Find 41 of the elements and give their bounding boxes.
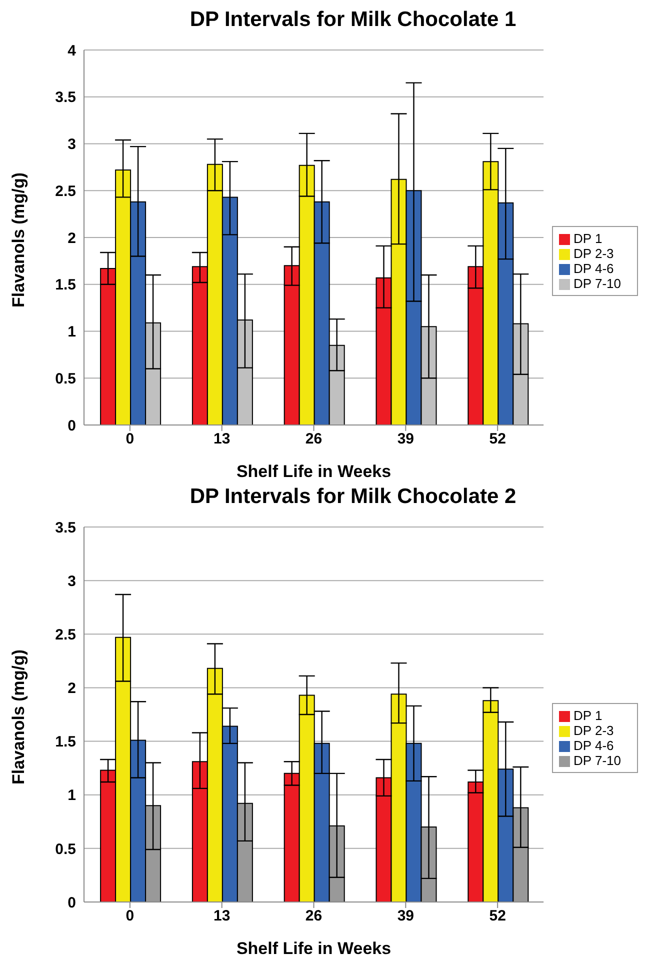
y-tick-label: 1.5 bbox=[55, 734, 76, 751]
x-tick-label: 26 bbox=[305, 908, 322, 925]
x-tick-label: 13 bbox=[214, 430, 230, 448]
legend-label: DP 4-6 bbox=[574, 738, 614, 752]
y-tick-label: 0.5 bbox=[55, 370, 76, 388]
legend-label: DP 2-3 bbox=[574, 246, 614, 260]
y-tick-label: 2.5 bbox=[55, 182, 76, 200]
y-tick-label: 1.5 bbox=[55, 276, 76, 294]
y-tick-label: 1 bbox=[68, 787, 76, 804]
y-axis-title: Flavanols (mg/g) bbox=[9, 172, 28, 308]
y-tick-label: 3 bbox=[68, 136, 76, 154]
y-tick-label: 2.5 bbox=[55, 626, 76, 644]
chart-title: DP Intervals for Milk Chocolate 1 bbox=[188, 8, 518, 33]
chart-title: DP Intervals for Milk Chocolate 2 bbox=[188, 485, 518, 510]
y-tick-label: 4 bbox=[68, 42, 77, 60]
legend-label: DP 7-10 bbox=[574, 752, 621, 768]
legend-label: DP 2-3 bbox=[574, 722, 614, 738]
x-tick-label: 26 bbox=[305, 430, 322, 448]
y-tick-label: 3.5 bbox=[55, 89, 76, 106]
legend-label: DP 1 bbox=[574, 708, 602, 722]
legend-label: DP 1 bbox=[574, 230, 602, 246]
y-tick-label: 0 bbox=[68, 417, 76, 434]
x-axis-title: Shelf Life in Weeks bbox=[236, 462, 392, 481]
x-tick-label: 0 bbox=[126, 908, 134, 925]
y-tick-label: 2 bbox=[68, 680, 76, 698]
y-tick-label: 0.5 bbox=[55, 840, 76, 858]
x-axis-title: Shelf Life in Weeks bbox=[236, 939, 392, 958]
x-tick-label: 39 bbox=[397, 430, 414, 448]
y-axis-title: Flavanols (mg/g) bbox=[9, 649, 28, 784]
legend-label: DP 7-10 bbox=[574, 276, 621, 290]
y-tick-label: 0 bbox=[68, 894, 76, 912]
y-tick-label: 3.5 bbox=[55, 519, 76, 536]
x-tick-label: 52 bbox=[489, 430, 506, 448]
legend-label: DP 4-6 bbox=[574, 260, 614, 276]
y-tick-label: 2 bbox=[68, 230, 76, 247]
x-tick-label: 13 bbox=[214, 908, 230, 925]
x-tick-label: 52 bbox=[489, 908, 506, 925]
y-tick-label: 1 bbox=[68, 324, 76, 341]
x-tick-label: 0 bbox=[126, 430, 134, 448]
y-tick-label: 3 bbox=[68, 572, 76, 590]
x-tick-label: 39 bbox=[397, 908, 414, 925]
